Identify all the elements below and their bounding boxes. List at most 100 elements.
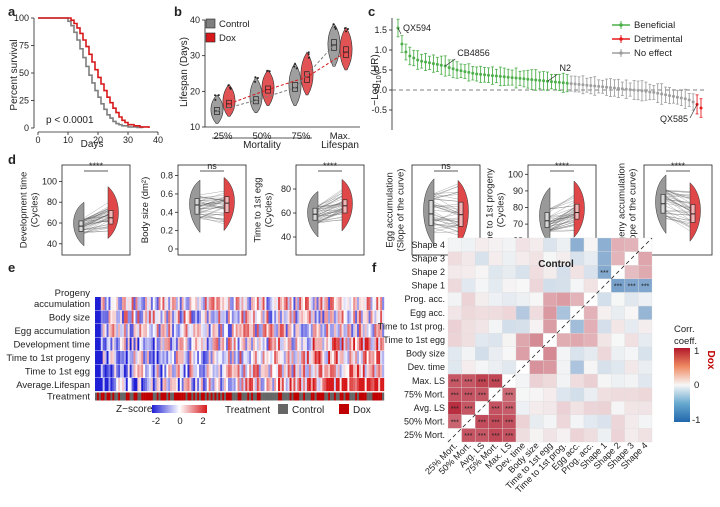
paired-line	[549, 209, 575, 225]
heatmap-cell	[266, 351, 269, 365]
corr-cell	[638, 401, 653, 415]
corr-cell	[570, 360, 585, 375]
heatmap-cell	[237, 297, 240, 311]
heatmap-cell	[252, 378, 256, 392]
paired-line	[317, 201, 343, 212]
heatmap-cell	[214, 324, 217, 338]
treatment-cell	[264, 392, 267, 401]
heatmap-cell	[173, 351, 177, 365]
heatmap-cell	[252, 337, 256, 351]
paired-line	[317, 216, 343, 223]
heatmap-cell	[378, 337, 381, 351]
heatmap-cell	[343, 310, 346, 324]
corr-row-label: Time to 1st egg	[383, 335, 445, 345]
corr-cell	[611, 401, 625, 415]
heatmap-cell	[299, 297, 302, 311]
heatmap-cell	[227, 351, 231, 365]
hr-point	[699, 106, 703, 110]
heatmap-cell	[181, 297, 184, 311]
heatmap-cell	[331, 378, 335, 392]
heatmap-cell	[239, 337, 242, 351]
heatmap-cell	[312, 378, 315, 392]
heatmap-cell	[114, 310, 117, 324]
heatmap-cell	[266, 364, 269, 378]
heatmap-cell	[135, 364, 138, 378]
paired-line	[665, 193, 691, 195]
panel-a-pvalue: p < 0.0001	[46, 115, 94, 126]
heatmap-cell	[104, 378, 107, 392]
heatmap-cell	[343, 378, 346, 392]
treatment-label-dox: Dox	[353, 405, 371, 416]
heatmap-cell	[316, 297, 319, 311]
paired-line	[433, 219, 459, 226]
paired-line	[549, 207, 575, 217]
treatment-cell	[360, 392, 364, 401]
panel-a-ylabel: Percent survival	[9, 39, 20, 110]
corr-cell	[502, 319, 517, 334]
zscore-title: Z−score	[116, 404, 153, 415]
heatmap-cell	[318, 310, 321, 324]
panel-ylabel: (Cycles)	[496, 193, 507, 228]
heatmap-cell	[166, 297, 169, 311]
heatmap-cell	[216, 310, 219, 324]
control-0-outlier	[214, 98, 217, 101]
y-tick-label: 0	[168, 244, 173, 254]
heatmap-cell	[164, 324, 167, 338]
heatmap-cell	[374, 337, 377, 351]
heatmap-cell	[177, 351, 180, 365]
panel-b-group-mortality: Mortality	[243, 140, 281, 151]
heatmap-cell	[330, 310, 333, 324]
heatmap-cell	[112, 337, 115, 351]
treatment-cell	[112, 392, 115, 401]
paired-line	[83, 213, 109, 220]
diagonal-line	[447, 237, 653, 443]
heatmap-cell	[347, 337, 350, 351]
heatmap-cell	[208, 364, 211, 378]
dox-2-outlier	[307, 51, 310, 54]
heatmap-cell	[116, 364, 119, 378]
treatment-cell	[241, 392, 244, 401]
heatmap-cell	[172, 337, 175, 351]
heatmap-cell	[179, 324, 182, 338]
heatmap-cell	[303, 324, 306, 338]
heatmap-cell	[125, 364, 128, 378]
paired-line	[665, 190, 691, 194]
treatment-legend-title: Treatment	[225, 405, 270, 416]
treatment-cell	[243, 392, 246, 401]
heatmap-cell	[116, 351, 119, 365]
paired-line	[317, 208, 343, 217]
corr-cell	[570, 387, 585, 402]
heatmap-cell	[270, 364, 273, 378]
corr-cell	[543, 401, 557, 415]
corr-significance: ***	[464, 379, 472, 386]
heatmap-cell	[104, 324, 107, 338]
heatmap-cell	[243, 378, 246, 392]
heatmap-cell	[239, 378, 242, 392]
heatmap-cell	[237, 324, 240, 338]
heatmap-cell	[279, 297, 283, 311]
treatment-cell	[189, 392, 192, 401]
heatmap-cell	[333, 337, 337, 351]
heatmap-cell	[347, 351, 350, 365]
heatmap-cell	[372, 364, 375, 378]
heatmap-cell	[104, 364, 107, 378]
heatmap-cell	[175, 324, 179, 338]
panel-frame	[295, 164, 365, 256]
hr-point	[479, 72, 483, 76]
heatmap-cell	[104, 297, 107, 311]
heatmap-cell	[305, 297, 308, 311]
row-label: Time to 1st egg	[25, 366, 90, 377]
paired-line	[433, 202, 459, 213]
heatmap-cell	[326, 310, 329, 324]
heatmap-cell	[347, 364, 350, 378]
heatmap-cell	[197, 324, 200, 338]
heatmap-cell	[139, 310, 142, 324]
heatmap-cell	[187, 351, 190, 365]
heatmap-cell	[229, 310, 232, 324]
heatmap-cell	[256, 324, 259, 338]
heatmap-cell	[152, 337, 155, 351]
heatmap-cell	[258, 364, 261, 378]
paired-line	[199, 202, 225, 210]
